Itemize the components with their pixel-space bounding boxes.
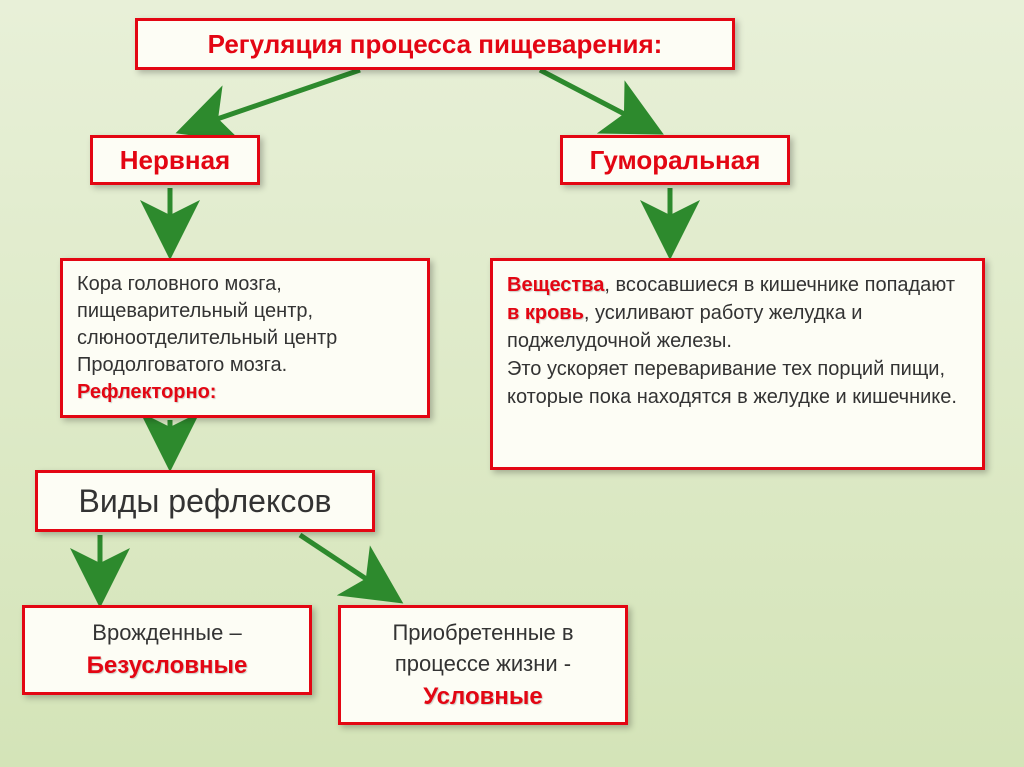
- acquired-l1: Приобретенные в: [392, 620, 573, 645]
- acquired-box: Приобретенные в процессе жизни - Условны…: [338, 605, 628, 725]
- nervous-box: Нервная: [90, 135, 260, 185]
- reflex-types-box: Виды рефлексов: [35, 470, 375, 532]
- humoral-t1: , всосавшиеся в кишечнике попадают: [604, 274, 955, 296]
- humoral-w2: в кровь: [507, 302, 584, 324]
- humoral-box: Гуморальная: [560, 135, 790, 185]
- nervous-desc-l1: Кора головного мозга,: [77, 273, 282, 295]
- nervous-desc-l4: Продолговатого мозга.: [77, 354, 287, 376]
- innate-l2: Безусловные: [87, 652, 248, 679]
- arrow-to-acquired: [300, 535, 395, 598]
- title-box: Регуляция процесса пищеварения:: [135, 18, 735, 70]
- acquired-l3: Условные: [423, 683, 542, 710]
- arrow-title-to-nervous: [185, 70, 360, 130]
- humoral-w1: Вещества: [507, 274, 604, 296]
- innate-l1: Врожденные –: [92, 620, 241, 645]
- arrow-title-to-humoral: [540, 70, 655, 130]
- nervous-desc-l5: Рефлекторно:: [77, 381, 216, 403]
- nervous-desc-l3: слюноотделительный центр: [77, 327, 337, 349]
- nervous-desc-l2: пищеварительный центр,: [77, 300, 313, 322]
- humoral-description: Вещества, всосавшиеся в кишечнике попада…: [490, 258, 985, 470]
- nervous-description: Кора головного мозга, пищеварительный це…: [60, 258, 430, 418]
- acquired-l2: процессе жизни -: [395, 651, 571, 676]
- humoral-t3: Это ускоряет переваривание тех порций пи…: [507, 358, 957, 408]
- innate-box: Врожденные – Безусловные: [22, 605, 312, 695]
